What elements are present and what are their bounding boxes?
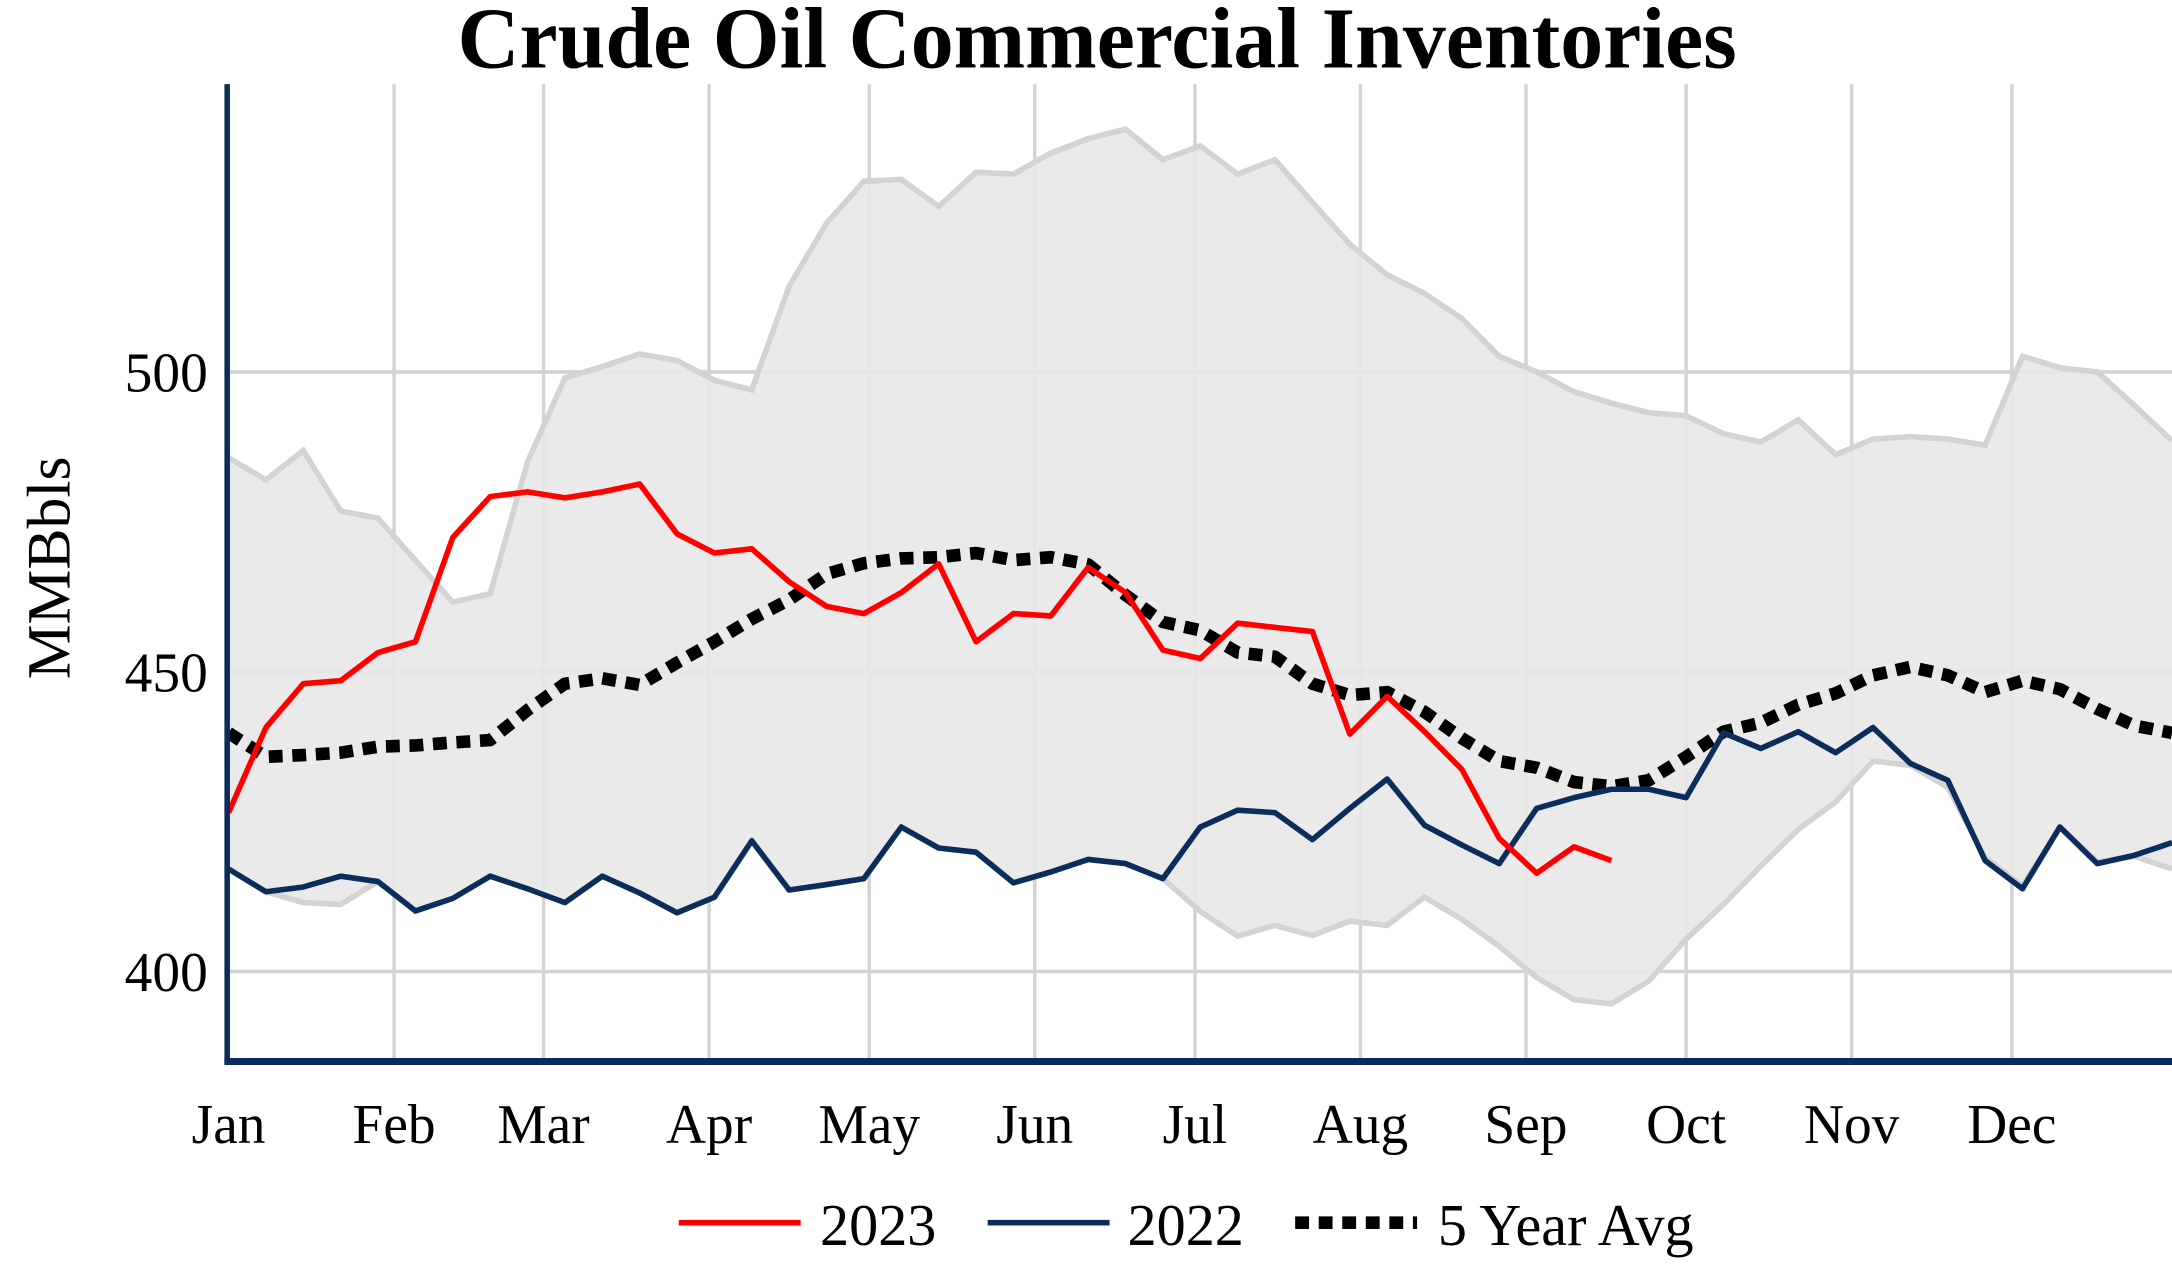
- series-line-2023: [226, 481, 1613, 876]
- x-tick-label: Feb: [353, 1093, 436, 1155]
- legend-label: 5 Year Avg: [1438, 1193, 1694, 1258]
- series-line-2022: [227, 724, 2172, 916]
- x-tick-label: Mar: [497, 1093, 590, 1155]
- y-tick-label: 500: [125, 342, 208, 404]
- range-band: [227, 126, 2172, 1007]
- chart-title: Crude Oil Commercial Inventories: [457, 0, 1736, 86]
- x-tick-label: Dec: [1967, 1093, 2056, 1155]
- axes: 400 450 500 Jan Feb Mar Apr May Jun Jul Aug Sep Oct N…: [125, 84, 2172, 1156]
- x-tick-label: Jan: [192, 1093, 266, 1155]
- x-tick-label: Jul: [1163, 1093, 1228, 1155]
- y-tick-label: 400: [125, 942, 208, 1004]
- range-band-fill: [228, 129, 2172, 1004]
- legend-label: 2022: [1128, 1193, 1244, 1258]
- legend-label: 2023: [820, 1193, 936, 1258]
- x-tick-label: Sep: [1484, 1093, 1567, 1155]
- x-tick-label: May: [818, 1093, 920, 1155]
- x-tick-label: Nov: [1804, 1093, 1900, 1155]
- legend: 2023 2022 5 Year Avg: [678, 1193, 1694, 1258]
- x-tick-label: Apr: [666, 1093, 753, 1155]
- x-tick-label: Oct: [1646, 1093, 1726, 1155]
- y-tick-label: 450: [125, 642, 208, 704]
- series-lines: [225, 481, 2172, 916]
- x-tick-label: Aug: [1313, 1093, 1408, 1155]
- y-axis-label: MMBbls: [16, 456, 84, 679]
- range-band-max-edge: [227, 126, 2172, 606]
- x-tick-label: Jun: [996, 1093, 1073, 1155]
